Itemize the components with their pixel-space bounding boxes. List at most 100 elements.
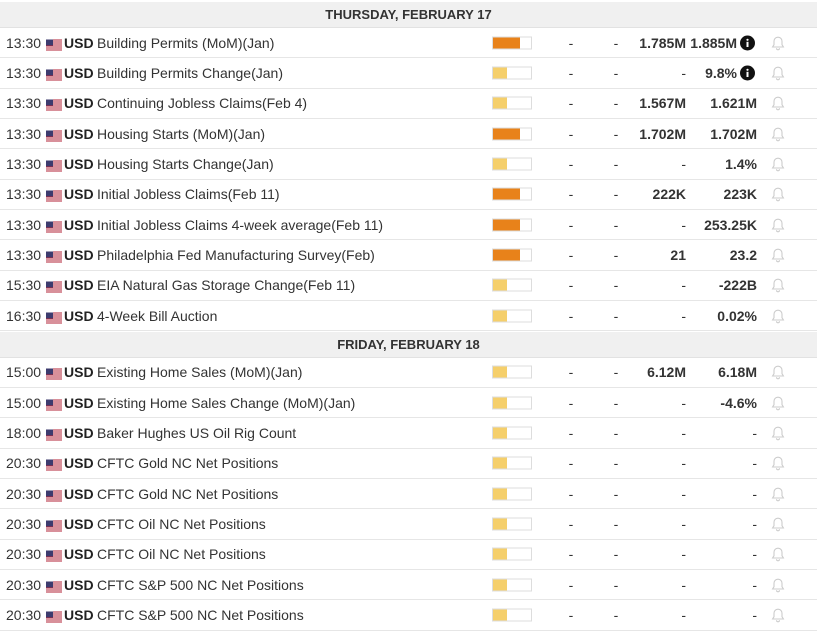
actual: - <box>568 394 574 411</box>
alert-bell[interactable] <box>770 186 786 202</box>
consensus: - <box>681 606 686 623</box>
currency: USD <box>64 277 94 294</box>
alert-bell[interactable] <box>770 577 786 593</box>
alert-bell[interactable] <box>770 455 786 471</box>
actual: - <box>568 65 574 82</box>
alert-bell[interactable] <box>770 425 786 441</box>
alert-bell[interactable] <box>770 65 786 81</box>
actual: - <box>568 277 574 294</box>
event-name: Existing Home Sales (MoM)(Jan) <box>97 364 303 381</box>
time: 20:30 <box>6 576 42 593</box>
event-name: Baker Hughes US Oil Rig Count <box>97 424 297 441</box>
deviation: - <box>613 576 619 593</box>
previous: 6.18M <box>718 364 757 381</box>
currency: USD <box>64 34 94 51</box>
flag-icon <box>46 280 62 293</box>
previous: - <box>752 424 757 441</box>
info-icon[interactable] <box>740 35 755 51</box>
alert-bell[interactable] <box>770 607 786 623</box>
time: 20:30 <box>6 546 42 563</box>
actual: - <box>568 125 574 142</box>
event-name: Philadelphia Fed Manufacturing Survey(Fe… <box>97 247 375 264</box>
impact-indicator <box>492 396 532 410</box>
alert-bell[interactable] <box>770 395 786 411</box>
time: 16:30 <box>6 307 42 324</box>
alert-bell[interactable] <box>770 277 786 293</box>
event-row: 20:30 USD CFTC S&P 500 NC Net Positions - - -… <box>0 570 817 601</box>
time: 13:30 <box>6 186 42 203</box>
impact-indicator <box>492 365 532 379</box>
flag-icon <box>46 609 62 623</box>
alert-bell[interactable] <box>770 95 786 111</box>
consensus: - <box>681 546 686 563</box>
consensus: 1.785M <box>639 34 686 51</box>
time: 20:30 <box>6 485 42 502</box>
deviation: - <box>613 216 619 233</box>
event-row: 18:00 USD Baker Hughes US Oil Rig Count - - -… <box>0 418 817 449</box>
consensus: - <box>681 485 686 502</box>
alert-bell[interactable] <box>770 217 786 233</box>
currency: USD <box>64 515 94 532</box>
consensus: - <box>681 515 686 532</box>
event-row: 15:00 USD Existing Home Sales (MoM)(Jan) - -… <box>0 358 817 388</box>
time: 18:00 <box>6 424 42 441</box>
alert-bell[interactable] <box>770 156 786 172</box>
actual: - <box>568 576 574 593</box>
event-row: 13:30 USD Initial Jobless Claims(Feb 11) - -… <box>0 180 817 211</box>
event-row: 20:30 USD CFTC Gold NC Net Positions - - - - <box>0 479 817 510</box>
currency: USD <box>64 247 94 264</box>
alert-bell[interactable] <box>770 126 786 142</box>
alert-bell[interactable] <box>770 516 786 532</box>
consensus: - <box>681 65 686 82</box>
deviation: - <box>613 125 619 142</box>
actual: - <box>568 485 574 502</box>
time: 20:30 <box>6 606 42 623</box>
currency: USD <box>64 125 94 142</box>
impact-fill <box>493 97 507 109</box>
event-row: 13:30 USD Building Permits (MoM)(Jan) - - 1.7… <box>0 28 817 59</box>
previous: 0.02% <box>717 307 757 324</box>
deviation: - <box>613 95 619 112</box>
event-name: Building Permits (MoM)(Jan) <box>97 34 275 51</box>
event-name: Building Permits Change(Jan) <box>97 65 283 82</box>
impact-fill <box>493 488 507 500</box>
consensus: 6.12M <box>647 364 686 381</box>
previous: -4.6% <box>720 394 757 411</box>
previous: - <box>752 455 757 472</box>
event-row: 13:30 USD Building Permits Change(Jan) - - - 9… <box>0 58 817 89</box>
impact-fill <box>493 219 520 231</box>
impact-indicator <box>492 218 532 232</box>
alert-bell[interactable] <box>770 364 786 380</box>
event-row: 16:30 USD 4-Week Bill Auction - - - 0.02% <box>0 301 817 332</box>
event-name: EIA Natural Gas Storage Change(Feb 11) <box>97 277 356 294</box>
consensus: - <box>681 455 686 472</box>
time: 13:30 <box>6 216 42 233</box>
impact-indicator <box>492 578 532 592</box>
previous: 1.885M <box>690 34 737 51</box>
consensus: 222K <box>652 186 686 203</box>
actual: - <box>568 424 574 441</box>
flag-icon <box>46 518 62 532</box>
impact-fill <box>493 397 507 409</box>
flag-icon <box>46 219 62 233</box>
impact-fill <box>493 188 520 200</box>
alert-bell[interactable] <box>770 546 786 562</box>
previous: 9.8% <box>705 65 737 82</box>
event-name: CFTC Oil NC Net Positions <box>97 546 266 563</box>
currency: USD <box>64 156 94 173</box>
impact-indicator <box>492 278 532 292</box>
consensus: 1.567M <box>639 95 686 112</box>
alert-bell[interactable] <box>770 35 786 51</box>
flag-icon <box>46 579 62 593</box>
alert-bell[interactable] <box>770 486 786 502</box>
previous: 1.621M <box>710 95 757 112</box>
flag-icon <box>46 427 62 441</box>
impact-indicator <box>492 309 532 323</box>
impact-indicator <box>492 426 532 440</box>
deviation: - <box>613 247 619 264</box>
info-icon[interactable] <box>740 65 755 81</box>
alert-bell[interactable] <box>770 308 786 324</box>
time: 13:30 <box>6 65 42 82</box>
alert-bell[interactable] <box>770 247 786 263</box>
impact-fill <box>493 67 507 79</box>
